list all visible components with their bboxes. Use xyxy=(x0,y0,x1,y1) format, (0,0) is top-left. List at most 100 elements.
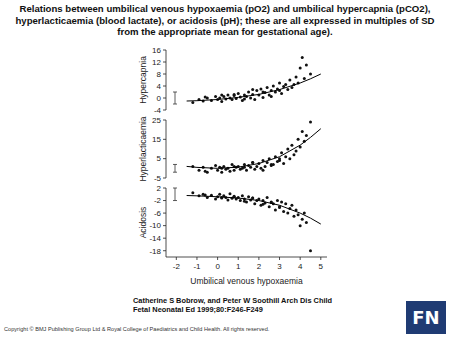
point xyxy=(309,73,312,76)
point xyxy=(251,197,254,200)
x-axis-label: Umbilical venous hypoxaemia xyxy=(190,276,303,286)
point xyxy=(253,98,256,101)
point xyxy=(214,95,217,98)
point xyxy=(255,89,258,92)
point xyxy=(262,169,265,172)
point xyxy=(251,161,254,164)
point xyxy=(243,200,246,203)
point xyxy=(226,94,229,97)
point xyxy=(286,212,289,215)
point xyxy=(249,166,252,169)
point xyxy=(233,93,236,96)
point xyxy=(272,85,275,88)
x-tick-label: 5 xyxy=(319,262,324,271)
x-tick-label: 0 xyxy=(215,262,220,271)
y-tick xyxy=(163,110,166,111)
point xyxy=(301,56,304,59)
point xyxy=(191,101,194,104)
point xyxy=(198,169,201,172)
point xyxy=(309,249,312,252)
y-tick-label: -4 xyxy=(154,106,162,115)
point xyxy=(220,171,223,174)
point xyxy=(288,79,291,82)
y-axis xyxy=(166,188,167,257)
point xyxy=(282,162,285,165)
point xyxy=(262,203,265,206)
point xyxy=(233,195,236,198)
y-tick-label: 5 xyxy=(157,154,162,163)
point xyxy=(295,149,298,152)
point xyxy=(290,204,293,207)
y-tick-label: -5 xyxy=(154,174,162,183)
plot-area xyxy=(187,120,321,173)
y-tick-label: 8 xyxy=(157,70,162,79)
point xyxy=(243,97,246,100)
logo: FN xyxy=(406,301,446,334)
point xyxy=(251,161,254,164)
point xyxy=(278,157,281,160)
point xyxy=(270,164,273,167)
plot-area xyxy=(187,191,321,252)
point xyxy=(251,197,254,200)
point xyxy=(245,169,248,172)
y-axis xyxy=(166,50,167,110)
y-tick xyxy=(163,178,166,179)
point xyxy=(266,86,269,89)
point xyxy=(204,170,207,173)
y-tick xyxy=(163,139,166,140)
point xyxy=(286,148,289,151)
x-tick-label: -2 xyxy=(173,262,181,271)
point xyxy=(270,163,273,166)
point xyxy=(280,92,283,95)
point xyxy=(278,82,281,85)
fit-line xyxy=(187,74,321,101)
point xyxy=(292,153,295,156)
x-tick xyxy=(238,257,239,260)
point xyxy=(282,210,285,213)
point xyxy=(241,194,244,197)
title: Relations between umbilical venous hypox… xyxy=(12,3,438,38)
y-tick-label: -10 xyxy=(149,221,161,230)
y-tick-label: -6 xyxy=(154,209,162,218)
x-tick xyxy=(196,257,197,260)
point xyxy=(297,213,300,216)
point xyxy=(274,208,277,211)
point xyxy=(214,197,217,200)
reference-range xyxy=(173,164,177,172)
point xyxy=(280,151,283,154)
point xyxy=(264,165,267,168)
y-axis-label: Hypercapnia xyxy=(138,56,148,104)
point xyxy=(191,191,194,194)
x-tick xyxy=(176,257,177,260)
y-tick-label: 4 xyxy=(157,82,162,91)
y-tick xyxy=(163,86,166,87)
x-tick-label: 2 xyxy=(257,262,262,271)
x-tick-label: 4 xyxy=(298,262,303,271)
y-tick-label: -14 xyxy=(149,234,161,243)
x-tick-label: -1 xyxy=(193,262,201,271)
point xyxy=(284,202,287,205)
point xyxy=(249,97,252,100)
figure: -40481216Hypercapnia-551525Hyperlacticae… xyxy=(0,0,450,338)
y-axis xyxy=(166,120,167,178)
y-tick-label: 15 xyxy=(152,135,161,144)
caption: Catherine S Bobrow, and Peter W Soothill… xyxy=(133,296,333,314)
point xyxy=(237,92,240,95)
x-tick-label: 3 xyxy=(277,262,282,271)
point xyxy=(284,155,287,158)
y-tick xyxy=(163,200,166,201)
x-tick xyxy=(320,257,321,260)
point xyxy=(295,76,298,79)
y-axis-label: Acidosis xyxy=(138,207,148,239)
point xyxy=(270,95,273,98)
y-axis-label: Hyperlacticaemia xyxy=(138,116,148,181)
y-tick xyxy=(163,98,166,99)
point xyxy=(253,202,256,205)
point xyxy=(305,134,308,137)
point xyxy=(253,168,256,171)
point xyxy=(292,215,295,218)
fit-line xyxy=(187,129,321,169)
point xyxy=(286,88,289,91)
point xyxy=(233,169,236,172)
point xyxy=(278,206,281,209)
